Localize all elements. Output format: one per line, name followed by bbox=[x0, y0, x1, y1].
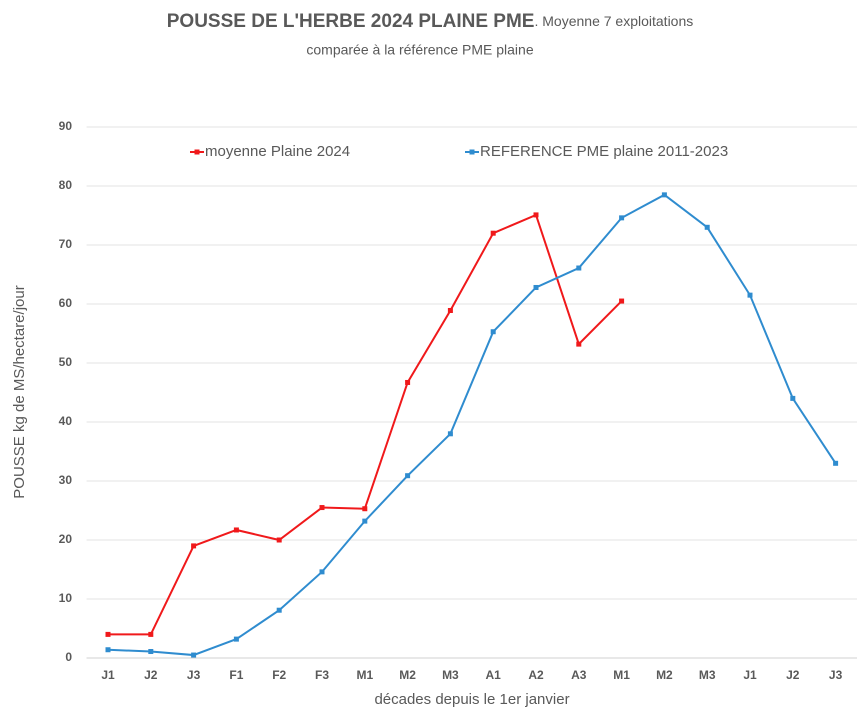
data-point bbox=[233, 636, 239, 642]
data-point bbox=[447, 307, 453, 313]
data-point bbox=[447, 431, 453, 437]
x-tick-label: J1 bbox=[101, 668, 115, 682]
x-tick-label: A3 bbox=[571, 668, 587, 682]
data-point bbox=[661, 192, 667, 198]
y-tick-label: 20 bbox=[59, 532, 73, 546]
legend-label: moyenne Plaine 2024 bbox=[205, 143, 350, 160]
data-point bbox=[362, 518, 368, 524]
data-point bbox=[490, 329, 496, 335]
chart-title-group: POUSSE DE L'HERBE 2024 PLAINE PME. Moyen… bbox=[167, 11, 694, 32]
data-point bbox=[276, 537, 282, 543]
y-tick-label: 60 bbox=[59, 296, 73, 310]
x-tick-label: J3 bbox=[829, 668, 843, 682]
data-point bbox=[790, 395, 796, 401]
data-point bbox=[619, 298, 625, 304]
series-line bbox=[108, 213, 623, 636]
series-line bbox=[107, 193, 837, 657]
data-point bbox=[576, 265, 582, 271]
data-point bbox=[233, 527, 239, 533]
y-tick-label: 90 bbox=[59, 119, 73, 133]
x-tick-label: J2 bbox=[786, 668, 800, 682]
y-tick-label: 70 bbox=[59, 237, 73, 251]
data-point bbox=[148, 631, 154, 637]
x-tick-label: M1 bbox=[356, 668, 373, 682]
data-point bbox=[490, 230, 496, 236]
x-tick-label: A2 bbox=[528, 668, 544, 682]
y-tick-label: 50 bbox=[59, 355, 73, 369]
y-tick-label: 10 bbox=[59, 591, 73, 605]
x-tick-label: M3 bbox=[699, 668, 716, 682]
data-point bbox=[619, 215, 625, 221]
x-tick-label: J2 bbox=[144, 668, 158, 682]
data-point bbox=[276, 607, 282, 613]
x-tick-label: J3 bbox=[187, 668, 201, 682]
chart-subtitle: . Moyenne 7 exploitations bbox=[534, 13, 693, 29]
x-tick-label: F1 bbox=[229, 668, 243, 682]
x-tick-label: J1 bbox=[743, 668, 757, 682]
data-point bbox=[405, 379, 411, 385]
data-point bbox=[191, 543, 197, 549]
chart-subtitle: comparée à la référence PME plaine bbox=[306, 42, 533, 58]
data-point bbox=[319, 569, 325, 575]
x-tick-label: F3 bbox=[315, 668, 329, 682]
legend-marker bbox=[469, 149, 475, 155]
data-point bbox=[319, 505, 325, 511]
y-tick-label: 40 bbox=[59, 414, 73, 428]
data-point bbox=[747, 292, 753, 298]
x-tick-label: A1 bbox=[486, 668, 502, 682]
legend-marker bbox=[194, 149, 200, 155]
data-point bbox=[191, 652, 197, 658]
data-point bbox=[833, 460, 839, 466]
data-point bbox=[533, 284, 539, 290]
x-tick-label: F2 bbox=[272, 668, 286, 682]
data-point bbox=[105, 631, 111, 637]
data-point bbox=[105, 647, 111, 653]
y-tick-label: 30 bbox=[59, 473, 73, 487]
y-tick-label: 80 bbox=[59, 178, 73, 192]
data-point bbox=[405, 473, 411, 479]
y-tick-label: 0 bbox=[65, 650, 72, 664]
chart-title: POUSSE DE L'HERBE 2024 PLAINE PME bbox=[167, 11, 535, 32]
x-tick-label: M2 bbox=[399, 668, 416, 682]
data-point bbox=[576, 341, 582, 347]
x-tick-label: M3 bbox=[442, 668, 459, 682]
data-point bbox=[704, 224, 710, 230]
data-point bbox=[362, 506, 368, 512]
y-axis-label: POUSSE kg de MS/hectare/jour bbox=[11, 285, 28, 498]
x-axis-label: décades depuis le 1er janvier bbox=[374, 691, 569, 708]
data-point bbox=[148, 649, 154, 655]
legend-label: REFERENCE PME plaine 2011-2023 bbox=[480, 143, 728, 160]
x-tick-label: M2 bbox=[656, 668, 673, 682]
x-tick-label: M1 bbox=[613, 668, 630, 682]
data-point bbox=[533, 212, 539, 218]
